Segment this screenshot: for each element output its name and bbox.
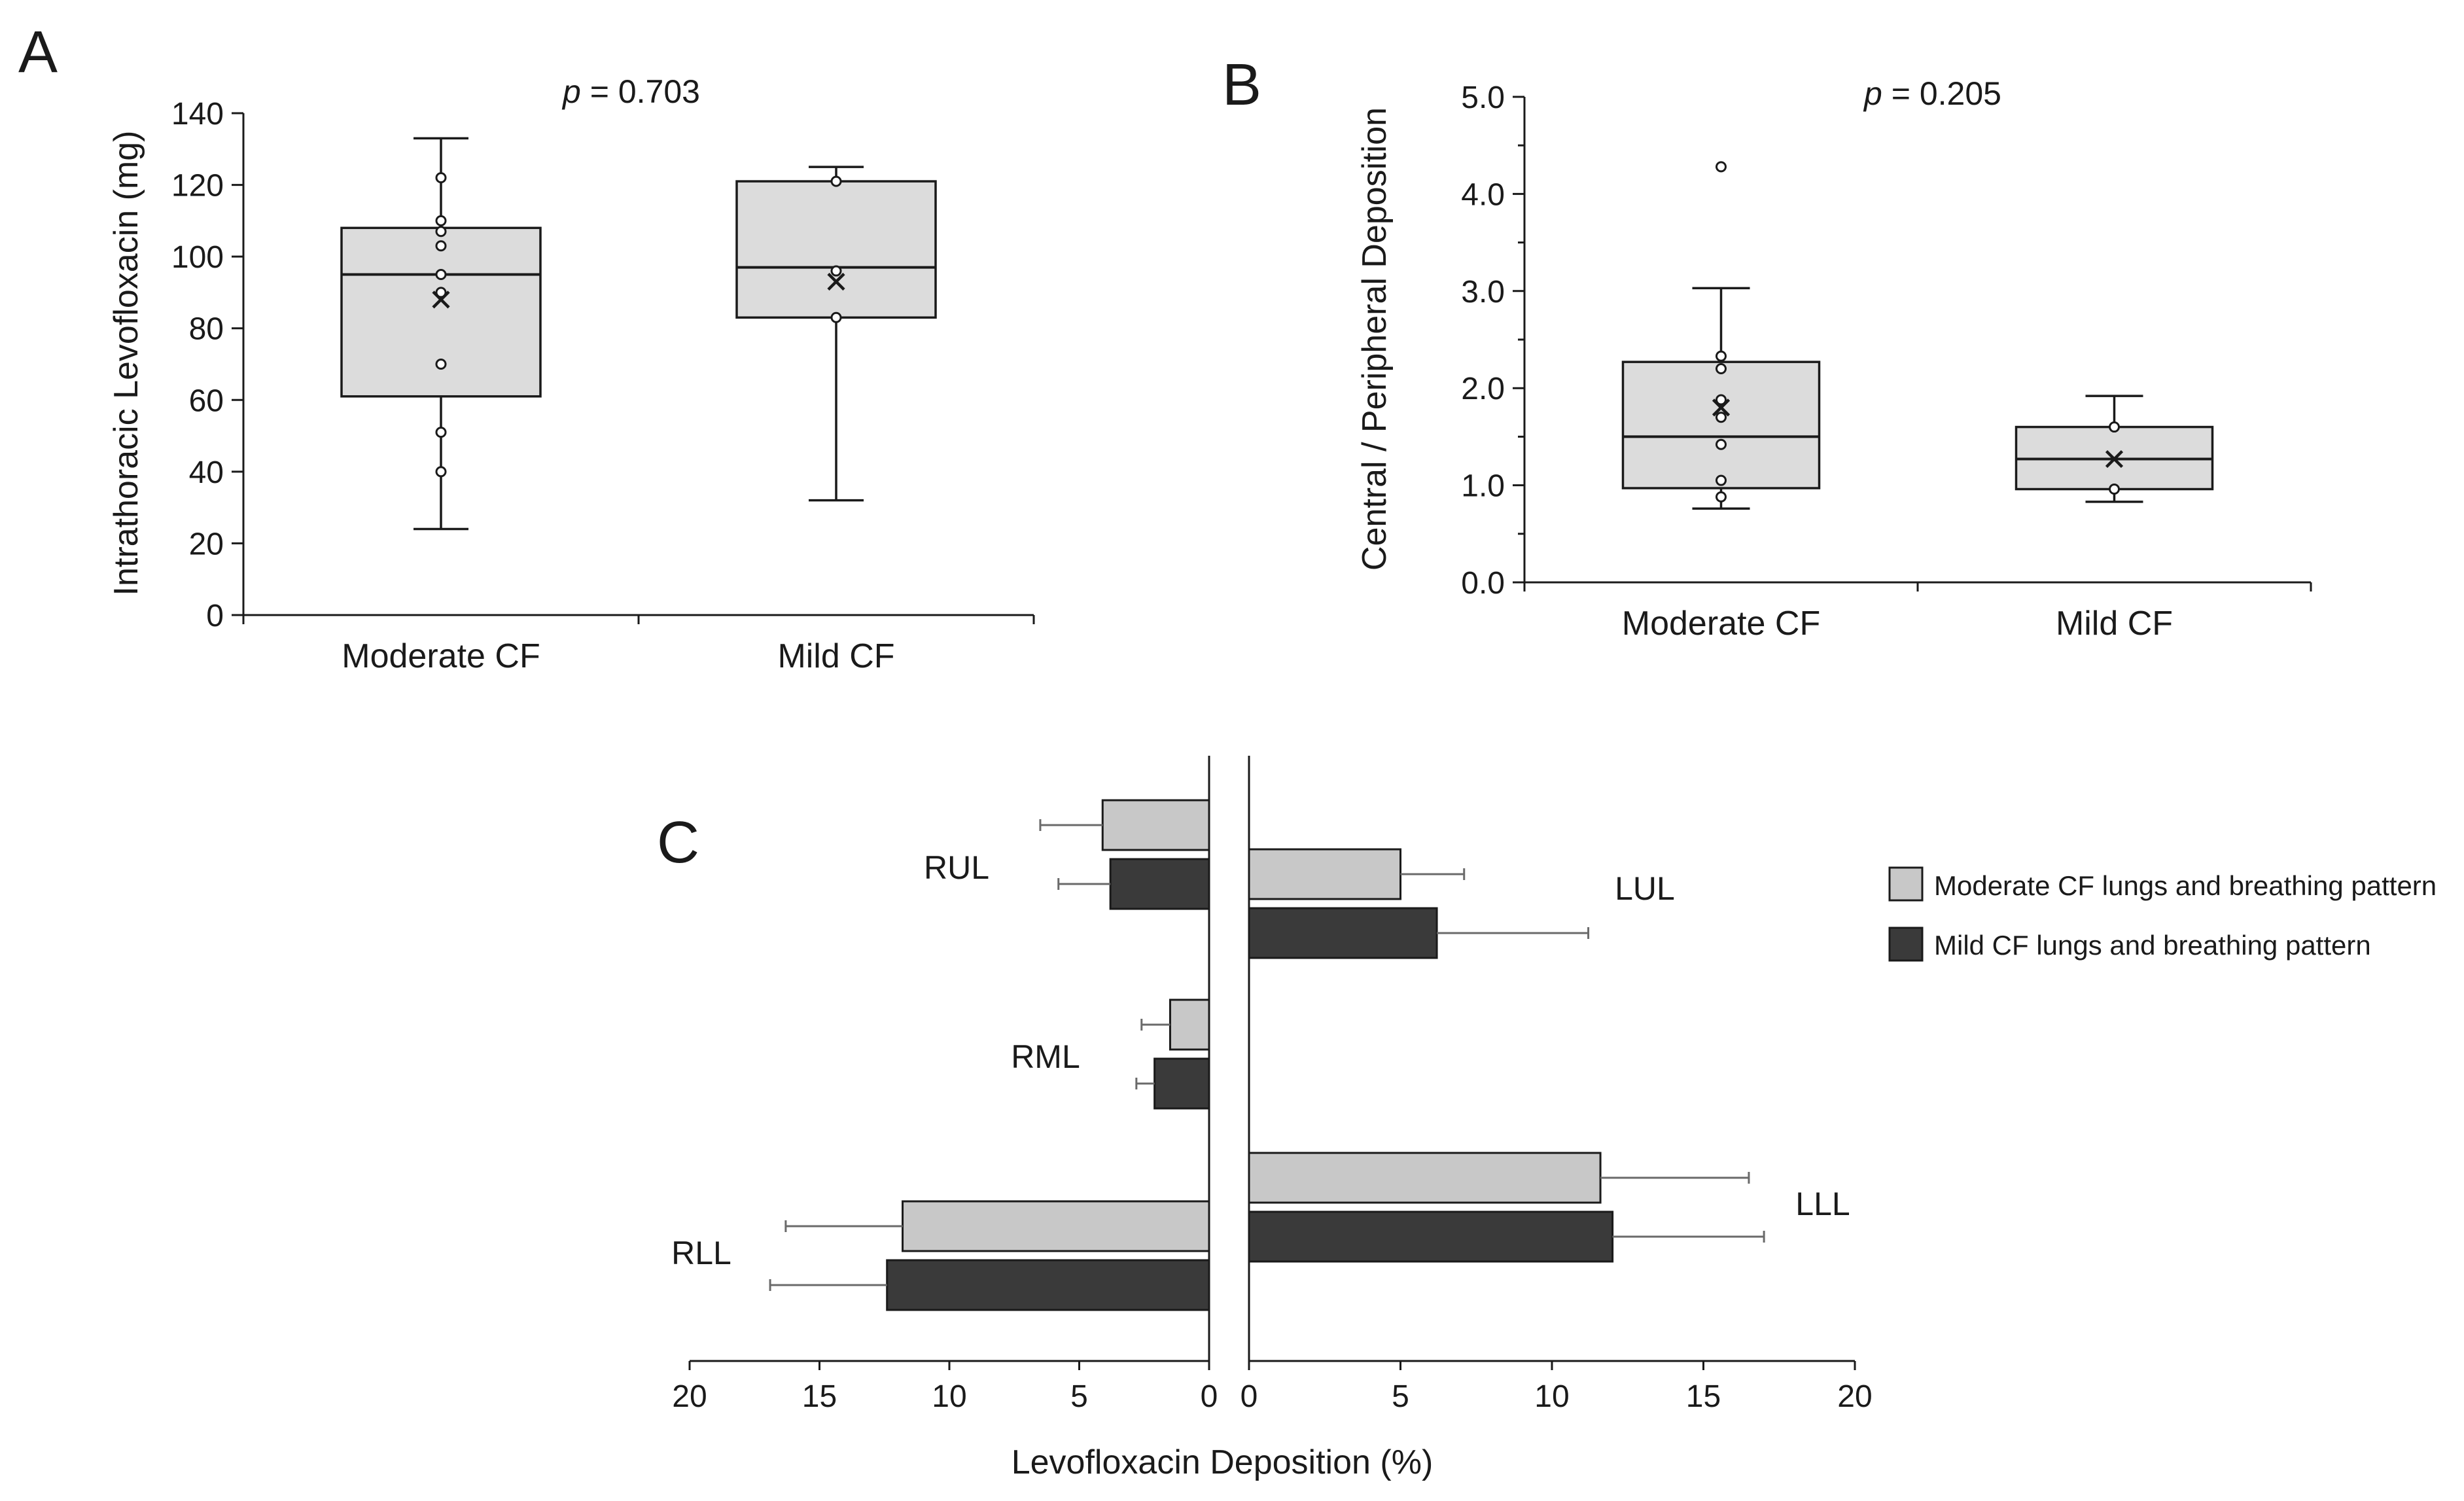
panel-a-y-label: Intrathoracic Levofloxacin (mg): [107, 131, 145, 596]
panel-b-y-tick-label: 5.0: [1461, 80, 1505, 115]
panel-a-mean-marker: [432, 291, 450, 309]
panel-c-bar-rml-mild: [1153, 1057, 1210, 1110]
panel-c-left-x-tick-label: 10: [932, 1379, 966, 1414]
panel-b-axes: 0.0 1.0 2.0 3.0 4.0 5.0 Moderate CF Mild CF: [1461, 80, 2312, 643]
panel-b-boxes: [1621, 161, 2214, 510]
panel-c-bar-rll-moderate: [902, 1200, 1210, 1252]
panel-a-y-tick-label: 0: [206, 599, 224, 633]
panel-a-data-point: [435, 172, 447, 184]
panel-b-data-point: [1716, 412, 1727, 423]
panel-c-lobe-label-lul: LUL: [1615, 870, 1675, 907]
panel-b-x-tick-label: Mild CF: [2056, 605, 2173, 643]
panel-c-bar-rll-mild: [886, 1259, 1210, 1311]
legend-label-mild: Mild CF lungs and breathing pattern: [1934, 930, 2371, 961]
panel-b-data-point: [2109, 421, 2120, 433]
panel-a-p-text: = 0.703: [581, 73, 700, 110]
panel-a-mean-marker: [827, 272, 845, 291]
panel-a-box: [340, 226, 542, 398]
panel-c-right-x-tick-label: 15: [1686, 1379, 1721, 1414]
panel-c-legend: Moderate CF lungs and breathing pattern …: [1888, 866, 2437, 962]
panel-label-a: A: [18, 20, 58, 85]
panel-c-lobe-label-rul: RUL: [924, 849, 989, 886]
panel-a-data-point: [435, 427, 447, 438]
panel-label-b: B: [1222, 52, 1261, 118]
panel-c-bar-lul-moderate: [1248, 848, 1401, 900]
panel-c-left-x-tick-label: 20: [672, 1379, 707, 1414]
panel-c-x-label: Levofloxacin Deposition (%): [1012, 1443, 1434, 1481]
panel-a-y-tick-label: 140: [171, 97, 224, 132]
panel-a-y-tick-label: 100: [171, 240, 224, 275]
panel-a-p-symbol: p: [561, 73, 581, 110]
panel-b-p-text: = 0.205: [1882, 75, 2001, 112]
legend-label-moderate: Moderate CF lungs and breathing pattern: [1934, 870, 2437, 901]
panel-c-bar-lll-mild: [1248, 1210, 1614, 1263]
panel-a-y-tick-label: 120: [171, 169, 224, 203]
panel-c-lobe-label-rll: RLL: [671, 1235, 731, 1271]
panel-a-data-point: [435, 359, 447, 370]
panel-b-data-point: [1716, 491, 1727, 503]
panel-c-right-x-tick-label: 10: [1534, 1379, 1569, 1414]
panel-c-left-x-tick-label: 5: [1070, 1379, 1088, 1414]
panel-b-box: [1621, 361, 1821, 489]
panel-a-box: [735, 180, 937, 319]
panel-c: 20 15 10 5 0 0 5 10 15 20 RUL RML RLL LUL LLL Levoflo…: [671, 756, 2437, 1481]
panel-b-data-point: [1716, 438, 1727, 450]
panel-label-c: C: [657, 810, 699, 875]
panel-c-axes: 20 15 10 5 0 0 5 10 15 20: [672, 756, 1873, 1414]
panel-b-data-point: [1716, 394, 1727, 406]
panel-a-y-tick-label: 40: [189, 455, 224, 490]
panel-c-right-x-tick-label: 0: [1241, 1379, 1258, 1414]
panel-a-data-point: [830, 265, 842, 277]
panel-a-data-point: [435, 269, 447, 281]
panel-c-right-x-tick-label: 5: [1392, 1379, 1409, 1414]
panel-c-bar-rul-mild: [1109, 858, 1210, 910]
panel-c-left-x-tick-label: 0: [1201, 1379, 1218, 1414]
panel-a-x-tick-label: Moderate CF: [342, 637, 540, 675]
panel-b-data-point: [1716, 363, 1727, 375]
panel-a-data-point: [435, 466, 447, 478]
legend-swatch-moderate: [1888, 866, 1924, 902]
panel-c-lobe-label-lll: LLL: [1795, 1186, 1850, 1222]
panel-a-data-point: [435, 287, 447, 298]
panel-c-bar-rml-moderate: [1169, 998, 1210, 1051]
panel-a-data-point: [435, 215, 447, 226]
panel-c-bars: RUL RML RLL LUL LLL: [671, 799, 1850, 1311]
panel-a-y-tick-label: 20: [189, 527, 224, 561]
panel-a-y-tick-label: 80: [189, 312, 224, 347]
panel-c-bar-lul-mild: [1248, 907, 1438, 959]
panel-c-bar-rul-moderate: [1101, 799, 1210, 851]
panel-b-data-point: [1716, 350, 1727, 362]
panel-a-data-point: [435, 240, 447, 252]
panel-a-x-tick-label: Mild CF: [777, 637, 894, 675]
panel-b: Central / Peripheral Deposition p = 0.20…: [1356, 75, 2312, 643]
panel-a-data-point: [435, 226, 447, 238]
panel-b-mean-marker: [2105, 450, 2124, 468]
panel-b-y-tick-label: 1.0: [1461, 469, 1505, 504]
panel-b-y-tick-label: 2.0: [1461, 372, 1505, 406]
panel-a-p-value: p = 0.703: [561, 73, 700, 110]
panel-a-data-point: [830, 311, 842, 323]
panel-b-x-tick-label: Moderate CF: [1622, 605, 1820, 643]
panel-b-y-tick-label: 3.0: [1461, 275, 1505, 309]
panel-a-data-point: [830, 175, 842, 187]
legend-swatch-mild: [1888, 927, 1924, 962]
panel-b-y-tick-label: 4.0: [1461, 177, 1505, 212]
panel-a: Intrathoracic Levofloxacin (mg) p = 0.70…: [107, 73, 1035, 675]
panel-a-axes: 0 20 40 60 80 100 120 140 Moderate CF Mild CF: [171, 97, 1035, 675]
panel-b-mean-marker: [1712, 398, 1731, 417]
panel-a-boxes: [340, 137, 937, 531]
panel-c-lobe-label-rml: RML: [1011, 1038, 1080, 1075]
panel-b-data-point: [1716, 474, 1727, 486]
panel-b-p-value: p = 0.205: [1863, 75, 2001, 112]
panel-b-p-symbol: p: [1863, 75, 1882, 112]
panel-b-data-point: [1716, 161, 1727, 173]
panel-a-y-tick-label: 60: [189, 383, 224, 418]
panel-c-bar-lll-moderate: [1248, 1152, 1602, 1204]
panel-b-y-tick-label: 0.0: [1461, 566, 1505, 601]
panel-b-y-label: Central / Peripheral Deposition: [1356, 107, 1394, 571]
panel-b-data-point: [2109, 484, 2120, 495]
panel-c-left-x-tick-label: 15: [802, 1379, 837, 1414]
panel-c-right-x-tick-label: 20: [1837, 1379, 1872, 1414]
